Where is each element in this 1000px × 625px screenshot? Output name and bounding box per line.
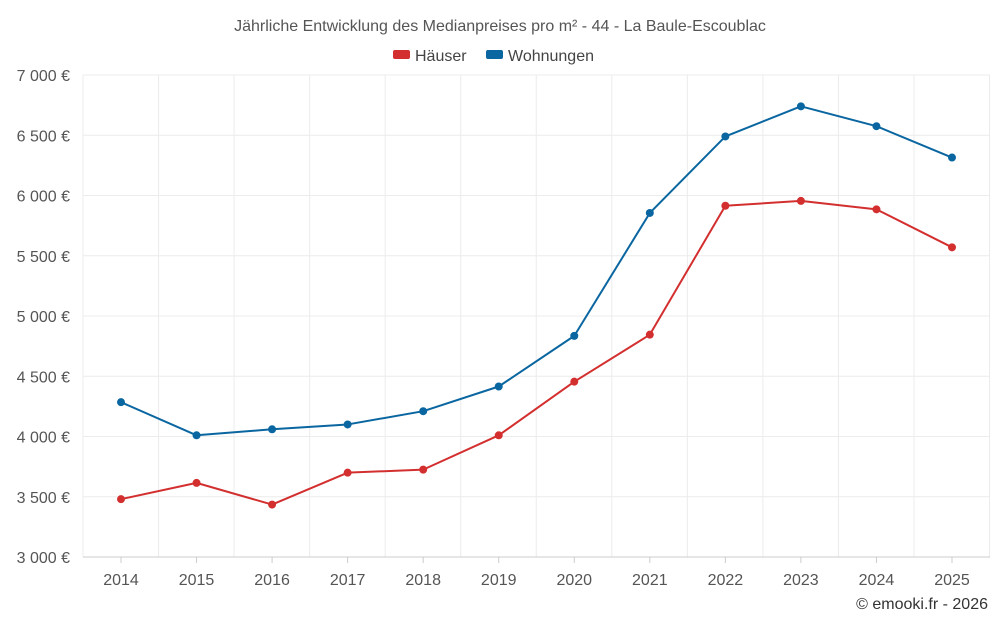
- data-point-apartments[interactable]: [494, 382, 503, 391]
- x-tick-label: 2016: [254, 572, 290, 589]
- data-point-apartments[interactable]: [872, 122, 881, 131]
- chart-title: Jährliche Entwicklung des Medianpreises …: [234, 18, 766, 35]
- x-tick-label: 2018: [405, 572, 441, 589]
- data-point-apartments[interactable]: [343, 420, 352, 429]
- series-line-apartments: [120, 105, 953, 437]
- x-tick-label: 2021: [632, 572, 668, 589]
- data-point-houses[interactable]: [419, 465, 428, 474]
- legend: Häuser Wohnungen: [393, 48, 594, 65]
- data-point-apartments[interactable]: [796, 102, 805, 111]
- data-point-apartments[interactable]: [117, 398, 125, 407]
- legend-label-apartments: Wohnungen: [508, 48, 594, 65]
- data-point-apartments[interactable]: [268, 425, 277, 434]
- y-axis: 3 000 € 3 500 € 4 000 € 4 500 € 5 000 € 5 500…: [17, 68, 70, 567]
- x-tick-label: 2014: [103, 572, 139, 589]
- data-point-houses[interactable]: [343, 468, 352, 477]
- x-tick-label: 2020: [556, 572, 592, 589]
- y-tick-label: 5 000 €: [17, 309, 70, 326]
- data-point-apartments[interactable]: [419, 407, 428, 416]
- y-tick-label: 3 500 €: [17, 490, 70, 507]
- y-tick-label: 3 000 €: [17, 550, 70, 567]
- data-point-houses[interactable]: [268, 500, 277, 509]
- y-tick-label: 6 500 €: [17, 128, 70, 145]
- series-line-houses: [120, 199, 953, 506]
- x-tick-label: 2025: [934, 572, 970, 589]
- y-tick-label: 6 000 €: [17, 189, 70, 206]
- legend-label-houses: Häuser: [415, 48, 467, 65]
- x-tick-label: 2022: [708, 572, 744, 589]
- data-point-apartments[interactable]: [192, 431, 201, 440]
- data-point-houses[interactable]: [570, 377, 579, 386]
- legend-swatch-apartments: [486, 50, 503, 59]
- data-point-houses[interactable]: [117, 495, 125, 504]
- x-axis: 2014 2015 2016 2017 2018 2019 2020 2021 2022 2023…: [83, 556, 990, 589]
- data-point-houses[interactable]: [948, 243, 956, 252]
- series-layer: [117, 102, 956, 509]
- data-point-apartments[interactable]: [948, 153, 956, 162]
- data-point-houses[interactable]: [872, 205, 881, 214]
- legend-swatch-houses: [393, 50, 410, 59]
- data-point-houses[interactable]: [796, 196, 805, 205]
- legend-item-houses[interactable]: Häuser: [393, 48, 467, 65]
- data-point-houses[interactable]: [192, 478, 201, 487]
- x-tick-label: 2015: [179, 572, 215, 589]
- y-tick-label: 4 500 €: [17, 369, 70, 386]
- data-point-apartments[interactable]: [645, 208, 654, 217]
- y-tick-label: 4 000 €: [17, 430, 70, 447]
- credit-text: © emooki.fr - 2026: [856, 596, 988, 613]
- y-tick-label: 5 500 €: [17, 249, 70, 266]
- data-point-apartments[interactable]: [721, 132, 730, 141]
- x-tick-label: 2019: [481, 572, 517, 589]
- x-tick-label: 2017: [330, 572, 366, 589]
- data-point-houses[interactable]: [494, 431, 503, 440]
- data-point-houses[interactable]: [645, 330, 654, 339]
- x-tick-label: 2024: [859, 572, 895, 589]
- y-tick-label: 7 000 €: [17, 68, 70, 85]
- legend-item-apartments[interactable]: Wohnungen: [486, 48, 594, 65]
- grid: [82, 74, 991, 557]
- data-point-houses[interactable]: [721, 201, 730, 210]
- data-point-apartments[interactable]: [570, 331, 579, 340]
- x-tick-label: 2023: [783, 572, 819, 589]
